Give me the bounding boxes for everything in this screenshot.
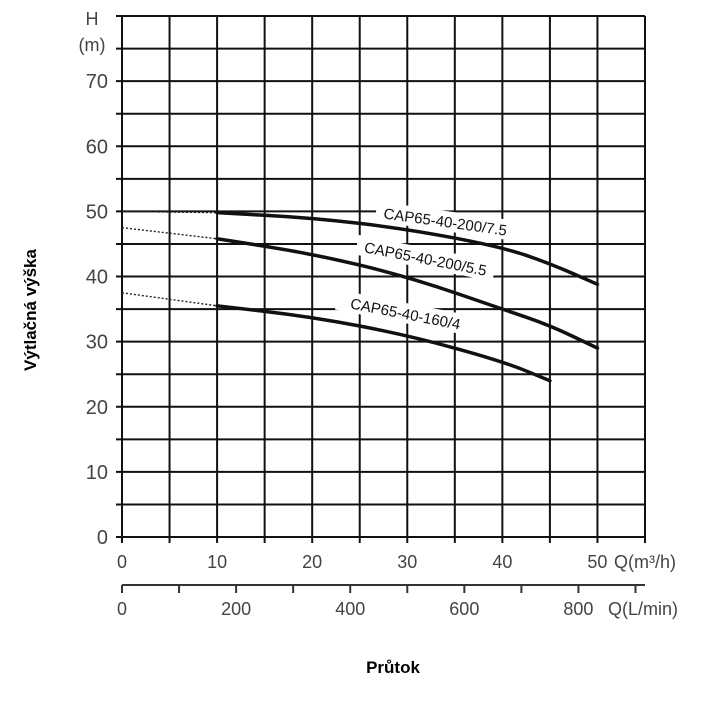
series-line: [215, 304, 552, 383]
series-label-background: [374, 201, 517, 241]
x-tick-label: 0: [117, 552, 127, 572]
y-unit-label-h: H: [86, 9, 99, 29]
series-label: CAP65-40-200/5.5: [363, 239, 488, 279]
grid: [116, 15, 646, 543]
y-tick-label: 50: [86, 201, 108, 223]
y-tick-label: 0: [97, 527, 108, 549]
y-tick-label: 30: [86, 332, 108, 354]
x-tick-label: 40: [492, 552, 512, 572]
y-axis-title: Výtlačná výška: [21, 248, 40, 370]
x2-unit-label: Q(L/min): [608, 599, 678, 619]
y-tick-label: 20: [86, 397, 108, 419]
x-tick-label: 10: [207, 552, 227, 572]
x-tick-label: 30: [397, 552, 417, 572]
series-label-background: [334, 289, 477, 337]
axes: 0 10 20 30 40 50 60 70 0 10 20 30 40 50 0 200 400 600 800: [86, 71, 645, 619]
y-tick-label: 70: [86, 71, 108, 93]
series-line: [215, 236, 600, 350]
x2-tick-label: 0: [117, 599, 127, 619]
x-unit-label: Q(m³/h): [614, 552, 676, 572]
x-tick-label: 50: [587, 552, 607, 572]
y-tick-label: 40: [86, 267, 108, 289]
x2-tick-label: 800: [563, 599, 593, 619]
y-tick-label: 10: [86, 462, 108, 484]
x-tick-label: 20: [302, 552, 322, 572]
y-unit-label-m: (m): [79, 35, 106, 55]
y-tick-label: 60: [86, 136, 108, 158]
series-label-background: [354, 234, 497, 282]
x-axis-title: Průtok: [366, 658, 420, 677]
x2-tick-label: 600: [449, 599, 479, 619]
curves: [121, 210, 600, 383]
x2-tick-label: 200: [221, 599, 251, 619]
series-labels: CAP65-40-200/7.5CAP65-40-200/5.5CAP65-40…: [334, 201, 517, 337]
x2-tick-label: 400: [335, 599, 365, 619]
series-line: [215, 210, 600, 287]
